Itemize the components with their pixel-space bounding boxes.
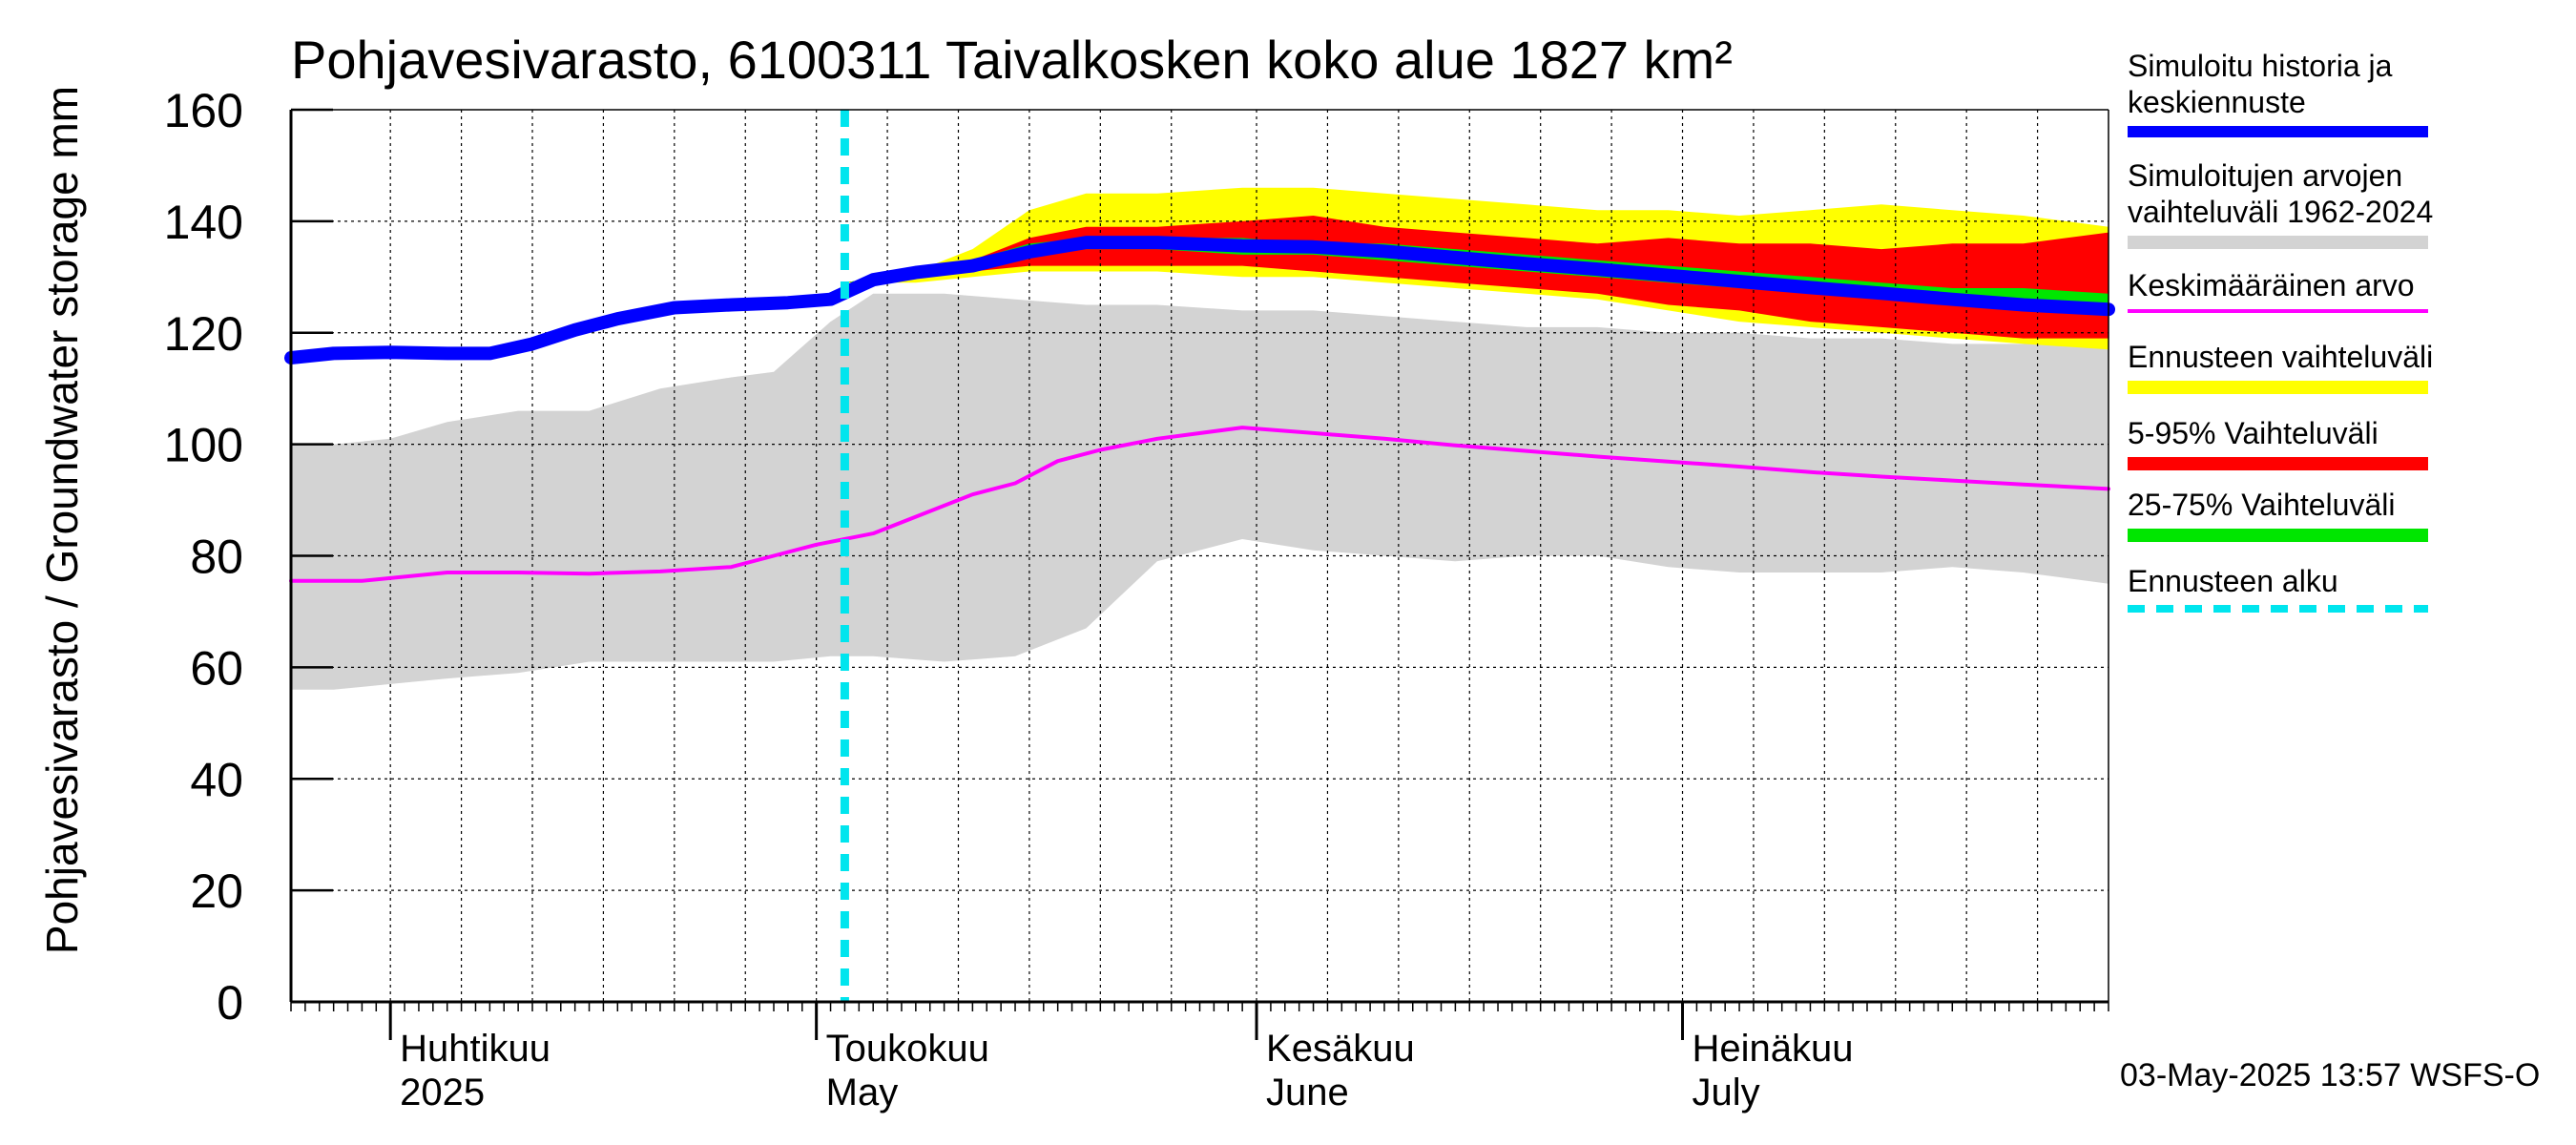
y-tick-label: 160	[164, 84, 243, 137]
y-tick-label: 0	[217, 976, 243, 1030]
legend-swatch	[2128, 529, 2428, 542]
legend-label: 5-95% Vaihteluväli	[2128, 416, 2379, 450]
x-month-label-en: June	[1266, 1072, 1349, 1114]
x-month-label-fi: Toukokuu	[826, 1028, 989, 1070]
legend-item: Ennusteen alku	[2128, 563, 2547, 613]
legend-label: Simuloitujen arvojen	[2128, 158, 2403, 193]
legend-label: keskiennuste	[2128, 85, 2306, 119]
chart-title: Pohjavesivarasto, 6100311 Taivalkosken k…	[291, 30, 1733, 90]
legend-label: 25-75% Vaihteluväli	[2128, 488, 2396, 522]
band-sim_range	[291, 293, 2109, 690]
y-tick-label: 140	[164, 196, 243, 249]
legend-item: 5-95% Vaihteluväli	[2128, 415, 2547, 470]
legend-item: Ennusteen vaihteluväli	[2128, 339, 2547, 394]
x-month-label-fi: Huhtikuu	[400, 1028, 551, 1070]
x-month-label-en: July	[1693, 1072, 1760, 1114]
legend-label: Ennusteen alku	[2128, 564, 2338, 598]
legend-label: vaihteluväli 1962-2024	[2128, 195, 2434, 229]
series-mean	[289, 426, 2110, 583]
y-axis-label: Pohjavesivarasto / Groundwater storage m…	[37, 85, 87, 955]
y-tick-label: 60	[190, 641, 243, 695]
x-month-label-en: 2025	[400, 1072, 485, 1114]
timestamp-footer: 03-May-2025 13:57 WSFS-O	[2120, 1057, 2541, 1093]
x-month-label-fi: Kesäkuu	[1266, 1028, 1415, 1070]
y-tick-label: 100	[164, 419, 243, 472]
x-month-label-en: May	[826, 1072, 899, 1114]
legend-swatch	[2128, 236, 2428, 249]
legend-item: Keskimääräinen arvo	[2128, 267, 2547, 313]
bands-layer	[291, 187, 2109, 690]
y-axis-label-wrap: Pohjavesivarasto / Groundwater storage m…	[19, 29, 105, 1011]
y-tick-label: 40	[190, 753, 243, 806]
x-month-label-fi: Heinäkuu	[1693, 1028, 1854, 1070]
y-tick-label: 20	[190, 864, 243, 918]
legend-item: Simuloitu historia ja keskiennuste	[2128, 48, 2547, 137]
legend-label: Ennusteen vaihteluväli	[2128, 340, 2434, 374]
lines-layer	[284, 110, 2115, 1002]
legend-swatch	[2128, 309, 2428, 313]
legend-item: Simuloitujen arvojen vaihteluväli 1962-20…	[2128, 157, 2547, 249]
legend-label: Keskimääräinen arvo	[2128, 268, 2415, 302]
legend-swatch	[2128, 605, 2428, 613]
legend-swatch	[2128, 381, 2428, 394]
y-tick-label: 80	[190, 531, 243, 584]
legend-item: 25-75% Vaihteluväli	[2128, 487, 2547, 542]
legend-swatch	[2128, 126, 2428, 137]
legend-swatch	[2128, 457, 2428, 470]
y-tick-label: 120	[164, 307, 243, 361]
series-sim	[284, 236, 2115, 364]
legend-label: Simuloitu historia ja	[2128, 49, 2393, 83]
